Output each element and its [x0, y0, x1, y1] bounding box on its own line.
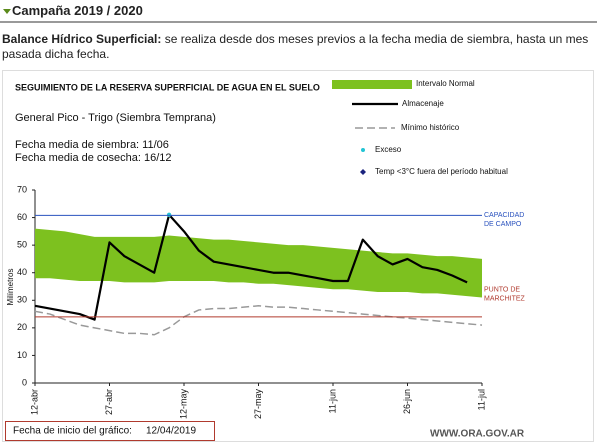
legend-label: Exceso	[375, 145, 402, 154]
x-tick-label: 27-abr	[104, 389, 114, 415]
minimum-line	[34, 305, 483, 336]
reference-label: MARCHITEZ	[484, 296, 526, 303]
chart-subtitle: General Pico - Trigo (Siembra Temprana)	[15, 112, 216, 124]
legend-marker	[360, 169, 366, 175]
legend-marker	[361, 148, 365, 152]
y-tick-label: 0	[22, 377, 27, 387]
footer-date: 12/04/2019	[146, 426, 196, 437]
y-tick-label: 40	[17, 267, 27, 277]
legend-label: Temp <3°C fuera del período habitual	[375, 167, 508, 176]
legend-label: Mínimo histórico	[401, 123, 460, 132]
y-tick-label: 20	[17, 322, 27, 332]
reference-label: PUNTO DE	[484, 287, 520, 294]
x-tick-label: 12-abr	[29, 389, 39, 415]
y-tick-label: 10	[17, 350, 27, 360]
chart-title: SEGUIMIENTO DE LA RESERVA SUPERFICIAL DE…	[15, 82, 320, 92]
legend-label: Intervalo Normal	[416, 79, 475, 88]
y-tick-label: 60	[17, 212, 27, 222]
x-tick-label: 26-jun	[402, 389, 412, 414]
footer-label: Fecha de inicio del gráfico:	[13, 426, 132, 437]
chart-note: Fecha media de cosecha: 16/12	[15, 152, 172, 164]
legend-swatch	[332, 80, 412, 89]
legend-label: Almacenaje	[402, 99, 444, 108]
reference-label: CAPACIDAD	[484, 212, 524, 219]
y-axis-label: Milímetros	[6, 269, 15, 306]
storage-line	[34, 213, 468, 321]
y-tick-label: 70	[17, 184, 27, 194]
intro-text: se realiza desde dos meses previos a la …	[2, 32, 589, 61]
intro-bold: Balance Hídrico Superficial:	[2, 32, 162, 46]
x-tick-label: 11-jul	[476, 389, 486, 410]
normal-band	[35, 228, 482, 298]
chart-note: Fecha media de siembra: 11/06	[15, 139, 169, 151]
intro: Balance Hídrico Superficial: se realiza …	[2, 32, 594, 62]
x-tick-label: 11-jun	[327, 389, 337, 413]
reference-label: DE CAMPO	[484, 221, 522, 228]
collapse-icon[interactable]	[3, 9, 11, 14]
y-tick-label: 50	[17, 240, 27, 250]
x-tick-label: 27-may	[253, 389, 263, 420]
footer-box	[5, 421, 215, 441]
section-title[interactable]: Campaña 2019 / 2020	[12, 3, 143, 18]
footer-site: WWW.ORA.GOV.AR	[430, 429, 525, 440]
x-tick-label: 12-may	[178, 389, 188, 420]
exceso-point	[166, 212, 172, 218]
y-tick-label: 30	[17, 295, 27, 305]
